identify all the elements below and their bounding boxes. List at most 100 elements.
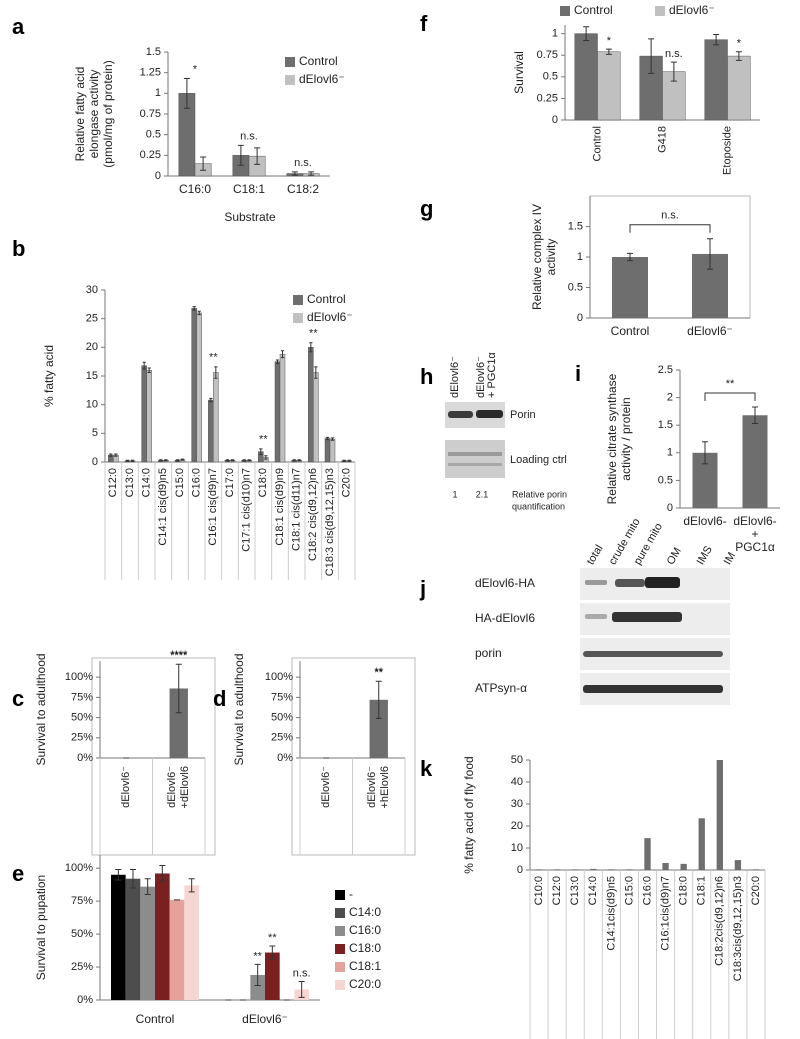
legend-swatch (655, 6, 665, 16)
y-tick-label: 75% (71, 691, 93, 703)
y-axis-label: activity (544, 239, 558, 276)
panel-letter: f (420, 11, 428, 36)
bar (279, 353, 286, 463)
x-tick-label: C18:1 (696, 876, 708, 905)
y-axis-label: Survival to adulthood (34, 653, 48, 765)
x-axis-label: Substrate (224, 210, 276, 224)
error-bar (275, 359, 280, 364)
significance-label: **** (170, 650, 188, 662)
bar (553, 869, 561, 870)
legend-label: - (349, 887, 353, 901)
y-tick-label: 10 (86, 399, 98, 411)
legend-label: dElovl6⁻ (307, 310, 353, 324)
x-tick-label: dElovl6⁻ (687, 324, 733, 338)
x-tick-label: C14:1cis(d9)n5 (605, 876, 617, 951)
y-tick-label: 30 (511, 798, 523, 810)
y-tick-label: 1 (155, 87, 161, 99)
bar (169, 688, 188, 758)
significance-label: n.s. (294, 157, 312, 169)
panel-letter: e (12, 861, 24, 886)
bar (597, 51, 621, 121)
x-tick-label: dElovl6⁻ (166, 766, 178, 808)
blot-column-label: total (585, 543, 606, 567)
y-axis-label: % fatty acid of fly food (462, 756, 476, 873)
x-tick-label: C17:1 cis(d10)n7 (241, 468, 253, 552)
legend-label: C18:1 (349, 959, 381, 973)
y-tick-label: 50% (71, 928, 93, 940)
x-tick-label: C18:1 (233, 182, 265, 196)
error-bar (308, 171, 315, 176)
blot-j (580, 568, 730, 705)
x-tick-label: Etoposide (721, 126, 733, 175)
x-tick-label: Control (136, 1012, 175, 1026)
legend-label: dElovl6⁻ (669, 3, 715, 17)
plot-frame (291, 657, 416, 856)
significance-bracket (629, 224, 711, 233)
blot-band (615, 579, 645, 587)
bar (265, 952, 280, 1000)
blot-column-label: IMS (695, 544, 715, 567)
x-tick-label: C20:0 (750, 876, 762, 905)
bar (752, 869, 760, 870)
x-tick-label: C18:2 cis(d9,12)n6 (307, 468, 319, 561)
error-bar (114, 453, 118, 457)
blot-band (448, 463, 502, 466)
y-tick-label: 0.5 (658, 474, 673, 486)
legend-label: dElovl6⁻ (299, 72, 345, 86)
bar (140, 886, 155, 1000)
y-tick-label: 100% (265, 671, 293, 683)
error-bar (188, 878, 195, 893)
x-tick-label: dElovl6⁻ (320, 766, 332, 808)
x-tick-label: C16:1cis(d9)n7 (659, 876, 671, 951)
error-bar (259, 448, 263, 456)
legend-label: Control (299, 54, 338, 68)
legend-label: C18:0 (349, 941, 381, 955)
y-tick-label: 50% (71, 711, 93, 723)
legend-swatch (335, 944, 345, 954)
x-tick-label: dElovl6⁻ (120, 766, 132, 808)
bar (169, 899, 185, 1000)
significance-label: ** (374, 667, 383, 679)
bar (125, 878, 141, 1000)
error-bar (247, 459, 251, 462)
error-bar (237, 144, 244, 166)
panel-letter: i (575, 361, 581, 386)
y-tick-label: 0% (77, 752, 93, 764)
x-tick-label: C18:1 cis(d11)n7 (291, 468, 303, 551)
error-bar (254, 147, 261, 165)
significance-label: n.s. (661, 210, 679, 222)
blot-band (585, 580, 607, 585)
bar (716, 760, 723, 870)
x-tick-label: C18:1 cis(d9)n9 (274, 468, 286, 546)
error-bar (214, 366, 218, 379)
y-tick-label: 30 (86, 284, 98, 296)
y-tick-label: 0 (552, 114, 558, 126)
error-bar (159, 865, 166, 882)
y-tick-label: 1 (577, 251, 583, 263)
bar (141, 365, 147, 463)
error-bar (130, 459, 135, 462)
significance-label: * (193, 63, 198, 75)
y-tick-label: 0.5 (568, 281, 583, 293)
bar (155, 873, 170, 1000)
legend-label: C14:0 (349, 905, 381, 919)
legend-label: Control (307, 292, 346, 306)
y-tick-label: 50 (511, 754, 523, 766)
y-axis-label: Survival (512, 51, 526, 94)
y-tick-label: 0.75 (140, 108, 161, 120)
error-bar (735, 51, 742, 61)
error-bar (225, 459, 230, 462)
legend-swatch (293, 295, 303, 305)
y-tick-label: 1.5 (658, 419, 673, 431)
bar (590, 868, 597, 870)
bar (644, 838, 651, 870)
significance-bracket (704, 392, 756, 401)
x-tick-label: C14:1 cis(d9)n5 (157, 468, 169, 546)
blot-band (448, 411, 473, 418)
x-tick-label: C18:3 cis(d9,12,15)n3 (324, 468, 336, 576)
error-bar (627, 252, 633, 262)
bar (608, 869, 615, 870)
blot-band (583, 651, 723, 657)
error-bar (342, 459, 346, 462)
blot-row-label: Loading ctrl (510, 454, 567, 466)
